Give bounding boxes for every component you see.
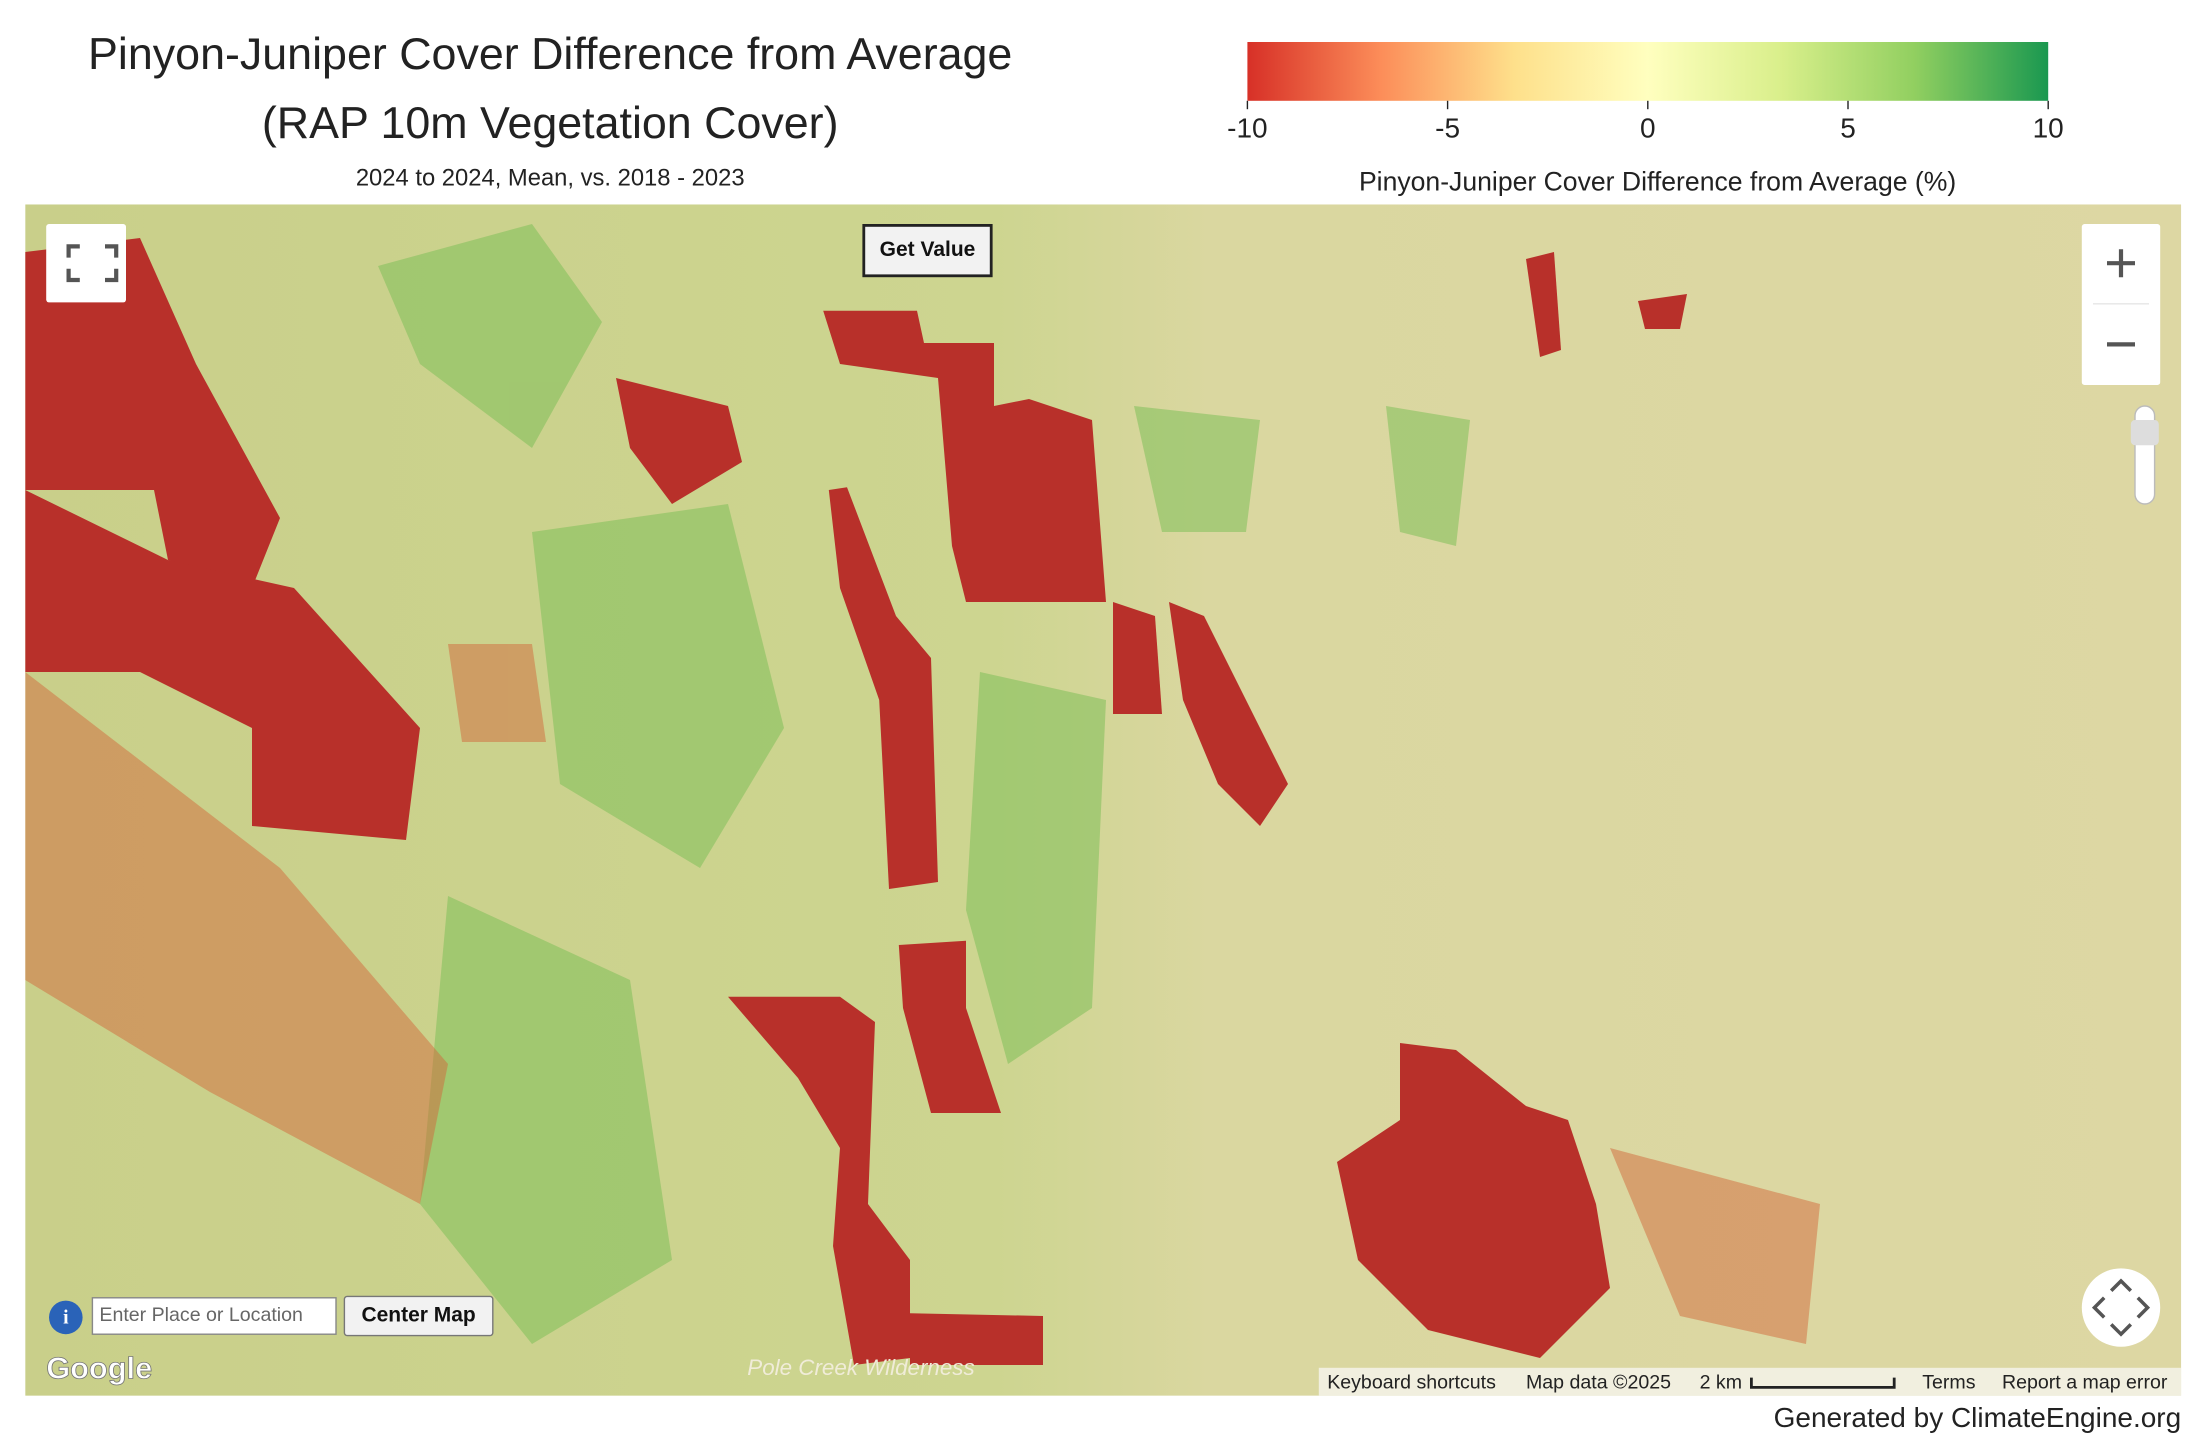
colorbar-tick-label: 5: [1840, 113, 1856, 144]
place-label: Pole Creek Wilderness: [747, 1355, 974, 1380]
colorbar-tick-label: 10: [2033, 113, 2064, 144]
attribution: Keyboard shortcuts Map data ©2025 2 km Term…: [1327, 1371, 2168, 1393]
fullscreen-button[interactable]: [46, 223, 127, 303]
subtitle: 2024 to 2024, Mean, vs. 2018 - 2023: [356, 164, 745, 191]
map[interactable]: Pole Creek Wilderness Get Value i Enter …: [25, 204, 2182, 1396]
zoom-control[interactable]: [2081, 223, 2161, 505]
attribution-item: 2 km: [1700, 1371, 1742, 1393]
search-bar[interactable]: i Enter Place or Location Center Map: [49, 1295, 494, 1337]
title: Pinyon-Juniper Cover Difference from Ave…: [88, 29, 1012, 79]
red-areas: [25, 237, 1687, 1365]
legend-title: Pinyon-Juniper Cover Difference from Ave…: [1359, 166, 1956, 196]
title: (RAP 10m Vegetation Cover): [262, 98, 839, 148]
footer: Generated by ClimateEngine.org: [1774, 1402, 2182, 1433]
orange-areas: [25, 643, 1820, 1344]
colorbar: [1247, 41, 2049, 101]
attribution-item: Map data ©2025: [1526, 1371, 1671, 1393]
green-areas: [378, 223, 1470, 1344]
button-label: Center Map: [361, 1304, 475, 1327]
scale-bar: [1749, 1377, 1896, 1389]
pan-control[interactable]: [2081, 1268, 2161, 1347]
colorbar-tick-label: -10: [1227, 113, 1267, 144]
attribution-item: Keyboard shortcuts: [1327, 1371, 1496, 1393]
colorbar-tick-label: 0: [1640, 113, 1656, 144]
svg-text:i: i: [63, 1307, 69, 1328]
map-logo: Google: [46, 1351, 152, 1386]
button-label: Get Value: [880, 238, 976, 261]
colorbar-tick-label: -5: [1435, 113, 1460, 144]
search-placeholder: Enter Place or Location: [99, 1304, 303, 1326]
attribution-item: Terms: [1922, 1371, 1976, 1393]
attribution-item: Report a map error: [2002, 1371, 2168, 1393]
legend: Pinyon-Juniper Cover Difference from Ave…: [1227, 41, 2064, 196]
get-value-button[interactable]: Get Value: [862, 223, 993, 278]
